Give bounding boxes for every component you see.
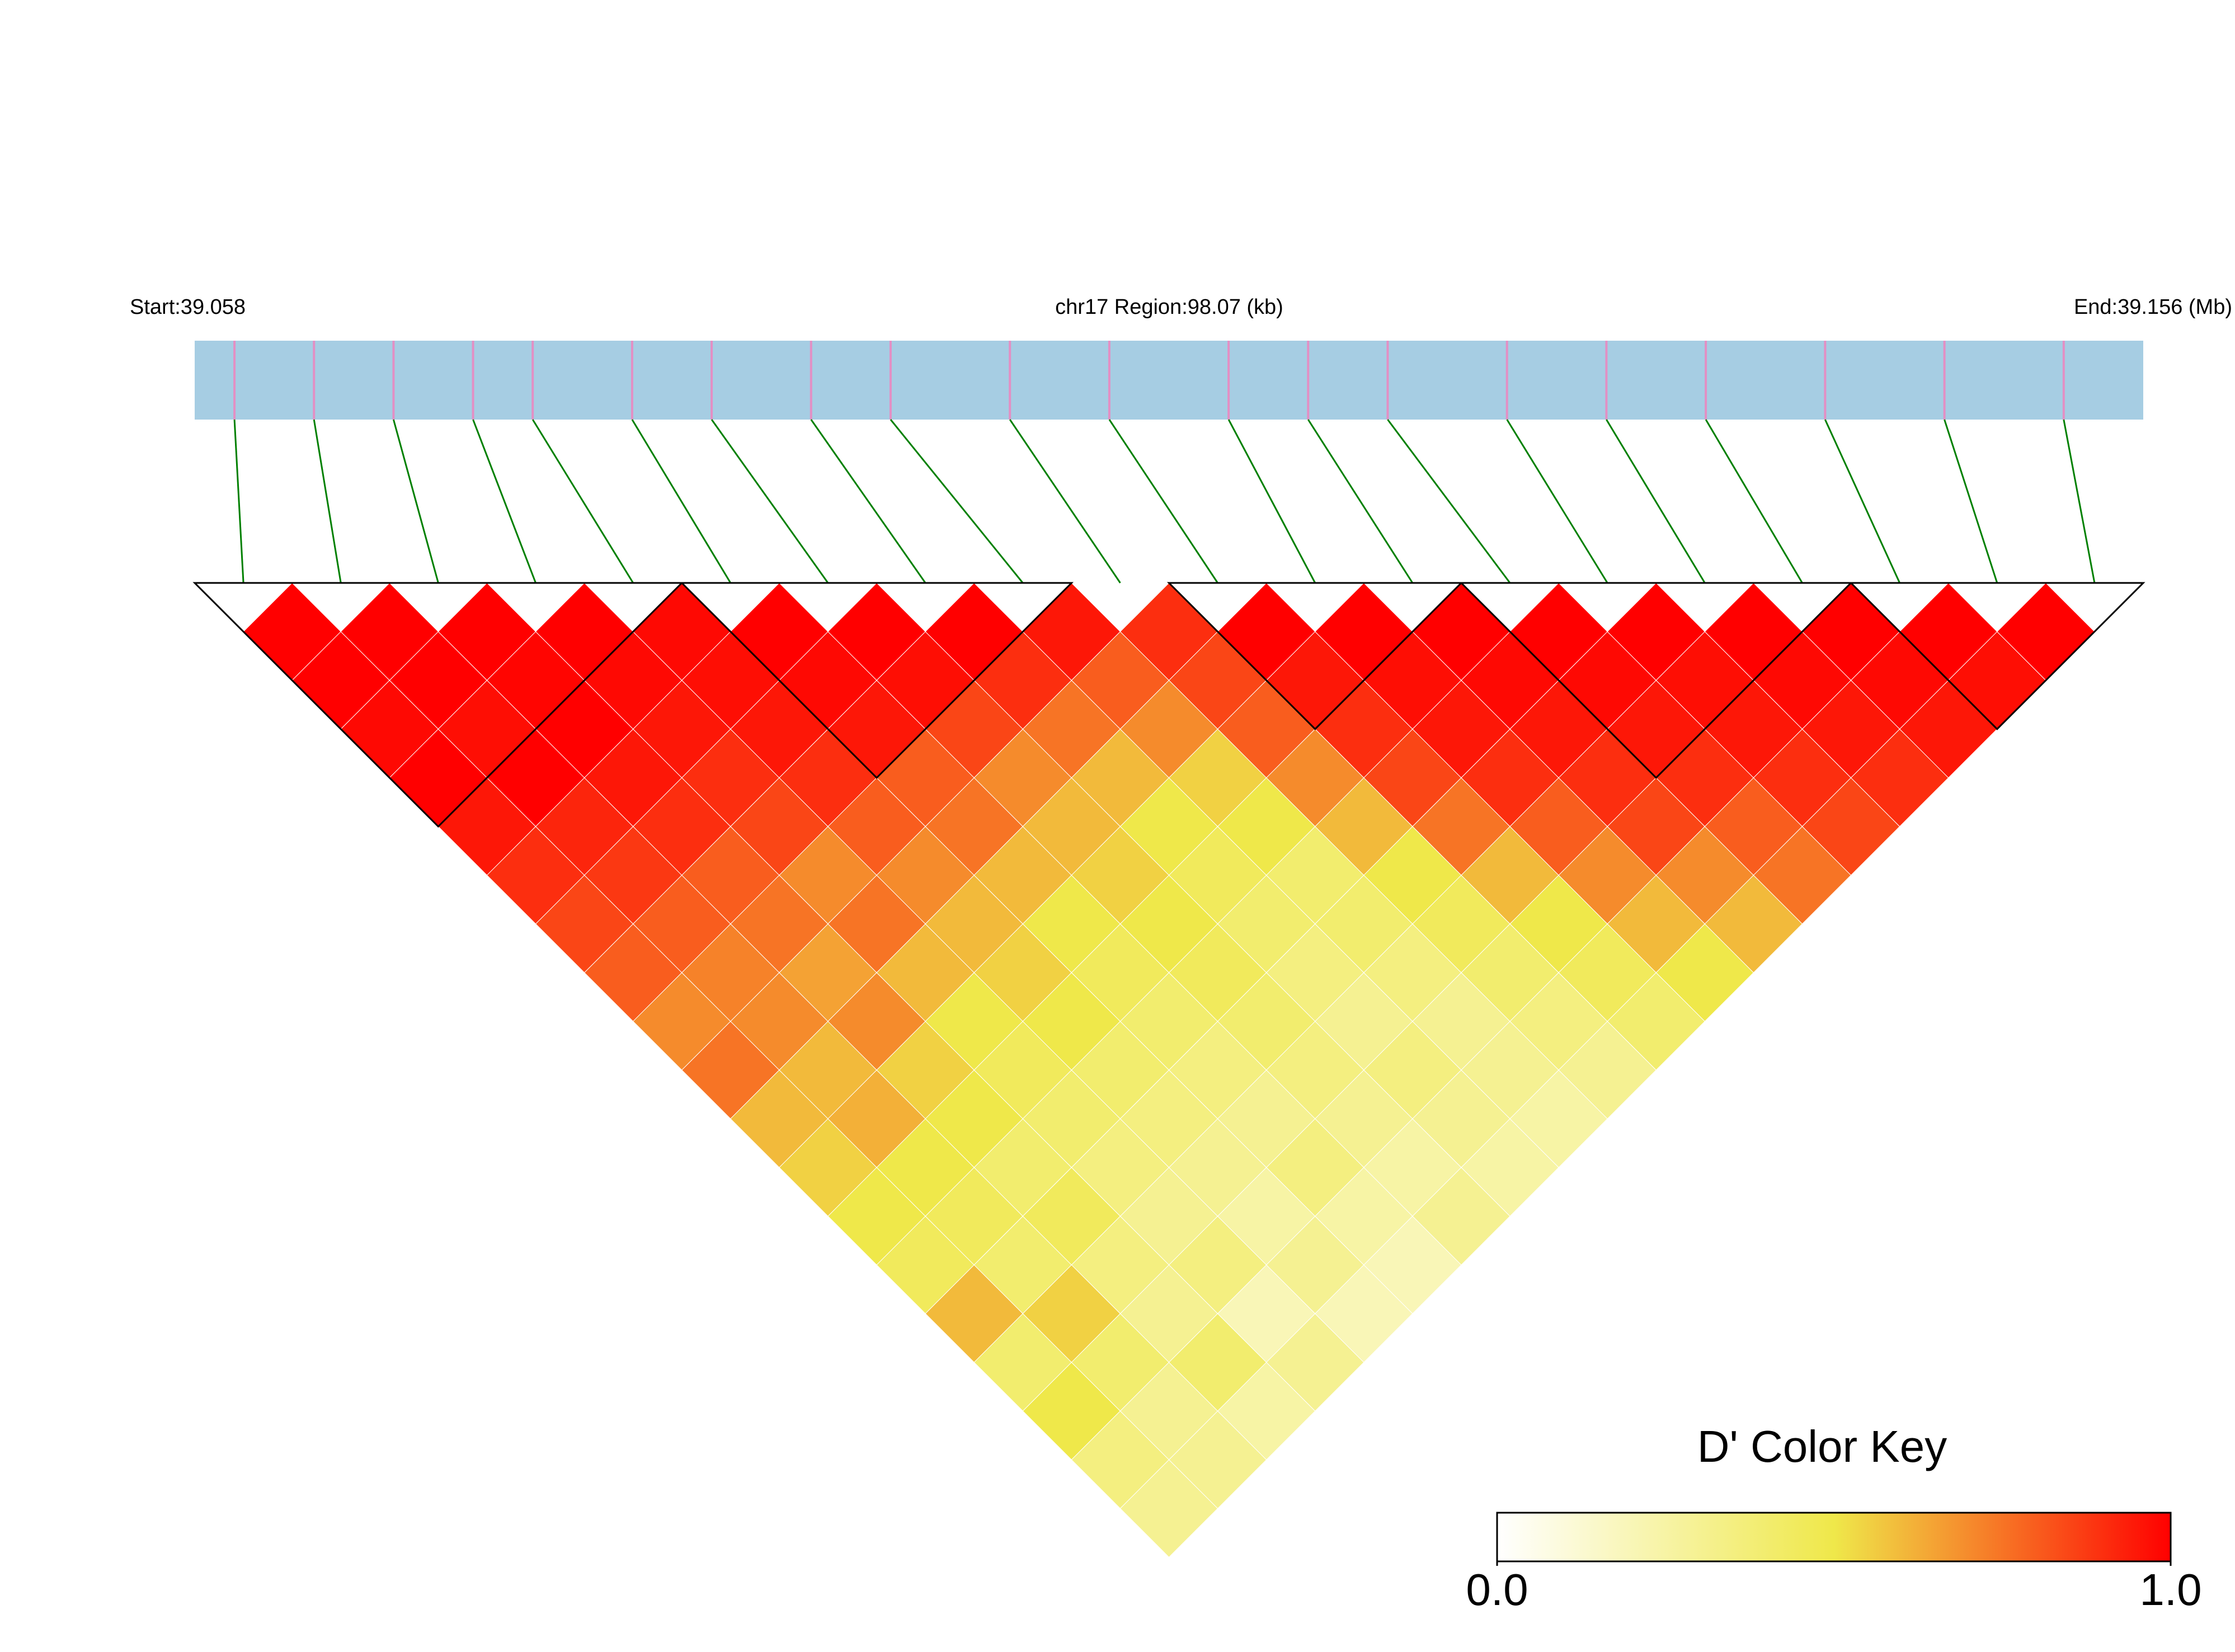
snp-link xyxy=(1307,419,1414,583)
ld-block xyxy=(192,582,684,828)
snp-link xyxy=(810,419,926,583)
ld-block xyxy=(1459,582,1853,779)
ld-block xyxy=(1166,582,1464,731)
color-key-tick-label: 1.0 xyxy=(2139,1565,2201,1615)
color-key-bar xyxy=(1496,1512,2172,1562)
ld-block xyxy=(680,582,1074,779)
snp-link xyxy=(1705,419,1803,583)
snp-link xyxy=(1227,419,1316,583)
snp-link xyxy=(1387,419,1511,583)
snp-link xyxy=(313,419,342,583)
color-key-title: D' Color Key xyxy=(1697,1422,1947,1471)
snp-link xyxy=(472,419,537,583)
snp-link xyxy=(1108,419,1218,583)
region-label: chr17 Region:98.07 (kb) xyxy=(1055,295,1283,319)
ld-block xyxy=(1848,582,2145,731)
snp-link xyxy=(711,419,829,583)
snp-link xyxy=(1824,419,1900,583)
snp-link xyxy=(1009,419,1121,583)
color-key-tick-label: 0.0 xyxy=(1466,1565,1528,1615)
snp-link xyxy=(531,419,634,583)
end-label: End:39.156 (Mb) xyxy=(2074,295,2232,319)
snp-link xyxy=(1606,419,1706,583)
start-label: Start:39.058 xyxy=(130,295,246,319)
snp-link xyxy=(1944,419,1998,583)
snp-link xyxy=(1506,419,1608,583)
snp-link xyxy=(631,419,732,583)
gene-track xyxy=(195,341,2143,420)
snp-link xyxy=(2063,419,2096,583)
snp-link xyxy=(392,419,439,583)
snp-link xyxy=(233,419,244,583)
snp-link xyxy=(890,419,1024,583)
